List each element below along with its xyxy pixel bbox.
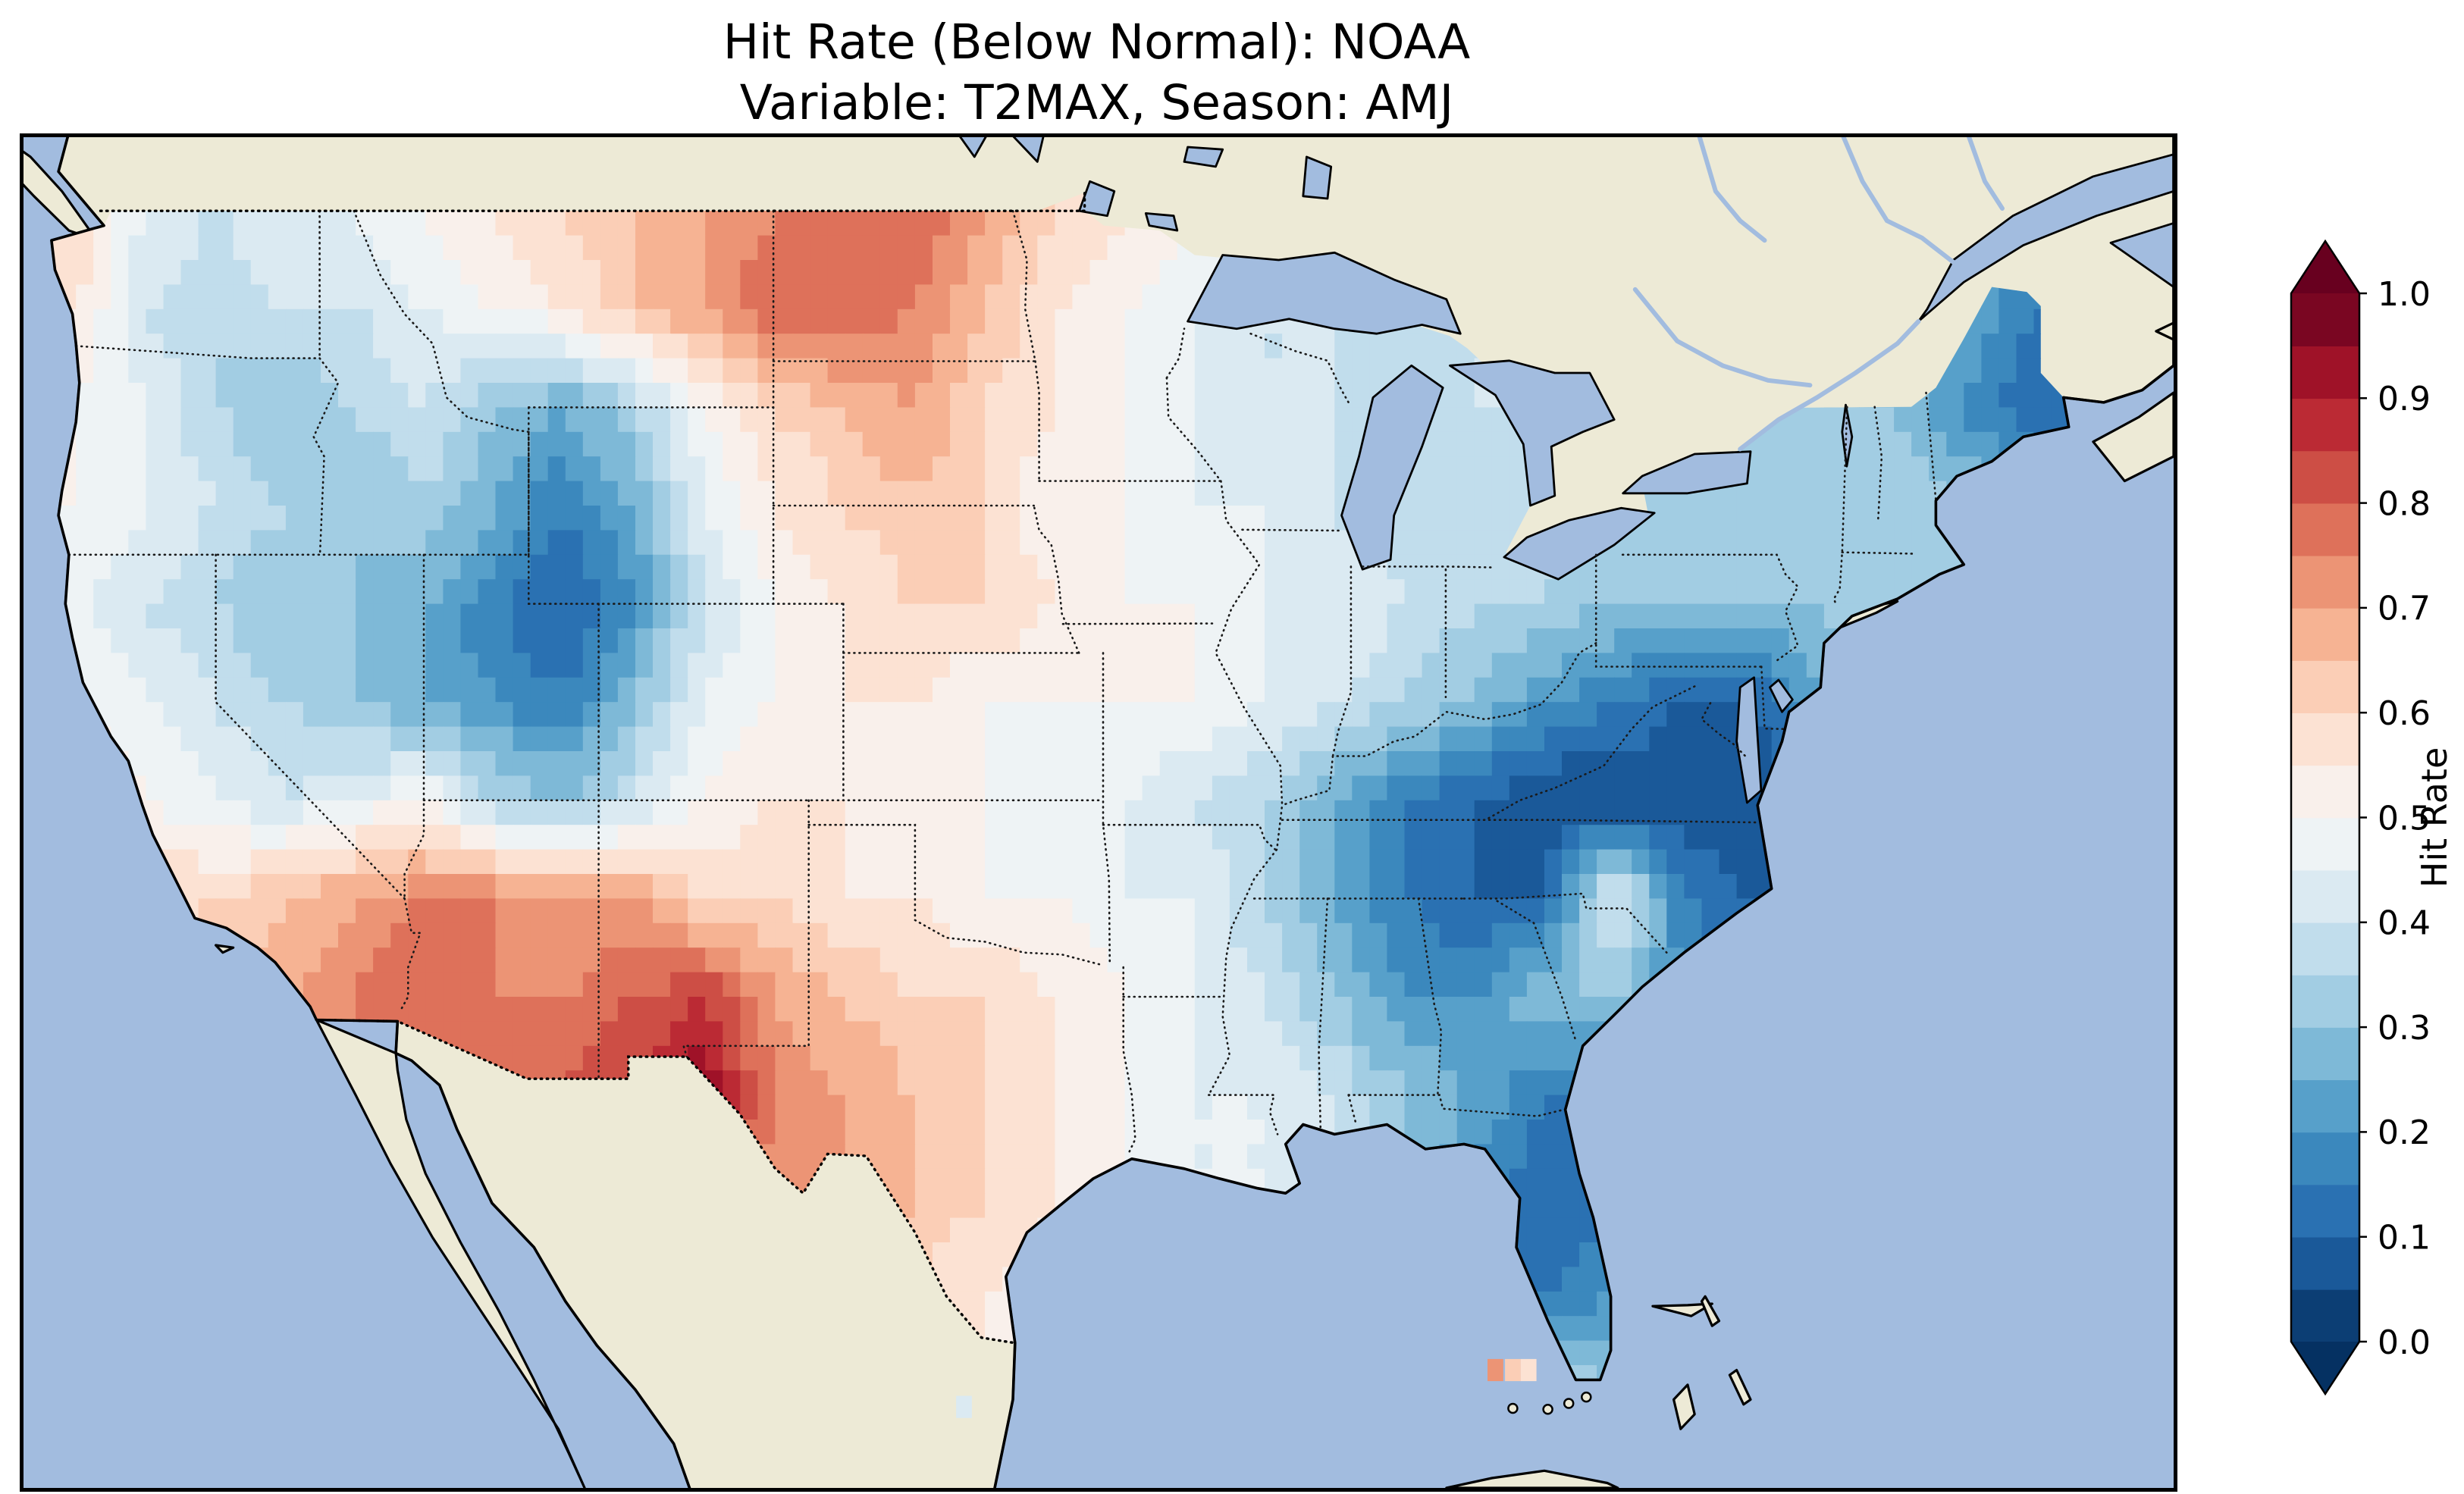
colorbar-tick-label: 0.2 — [2378, 1113, 2431, 1152]
rivers-layer — [1632, 137, 2005, 452]
colorbar-gradient — [2291, 293, 2359, 1342]
colorbar-tick-label: 0.7 — [2378, 590, 2431, 628]
chart-title-line-2: Variable: T2MAX, Season: AMJ — [739, 75, 1454, 130]
map-svg — [24, 137, 2174, 1488]
colorbar-tick-label: 0.6 — [2378, 694, 2431, 733]
colorbar-tick-label: 0.3 — [2378, 1009, 2431, 1048]
country-borders — [99, 191, 1086, 1345]
map-frame — [20, 133, 2177, 1492]
chart-title: Hit Rate (Below Normal): NOAA Variable: … — [20, 12, 2174, 133]
colorbar-tick-label: 0.5 — [2378, 799, 2431, 838]
colorbar-svg: 0.0 0.1 0.2 0.3 0.4 0.5 0.6 0.7 0.8 0.9 1.0 Hit Rat… — [2290, 239, 2455, 1396]
colorbar-extend-over — [2291, 241, 2359, 293]
colorbar-tick-label: 1.0 — [2378, 275, 2431, 314]
colorbar-tick-label: 0.0 — [2378, 1323, 2431, 1362]
state-borders — [67, 209, 1937, 1155]
lakes-layer — [959, 137, 2174, 804]
colorbar-axis-label: Hit Rate — [2414, 747, 2455, 888]
colorbar-tick-label: 0.8 — [2378, 484, 2431, 523]
stray-cells — [956, 1358, 1537, 1418]
coastline-overlay — [50, 137, 2174, 1488]
colorbar-tick-label: 0.1 — [2378, 1219, 2431, 1258]
colorbar-tick-label: 0.4 — [2378, 904, 2431, 943]
colorbar: 0.0 0.1 0.2 0.3 0.4 0.5 0.6 0.7 0.8 0.9 1.0 Hit Rat… — [2240, 239, 2464, 1410]
colorbar-extend-under — [2291, 1342, 2359, 1394]
chart-title-line-1: Hit Rate (Below Normal): NOAA — [723, 14, 1471, 70]
colorbar-tick-label: 0.9 — [2378, 380, 2431, 418]
